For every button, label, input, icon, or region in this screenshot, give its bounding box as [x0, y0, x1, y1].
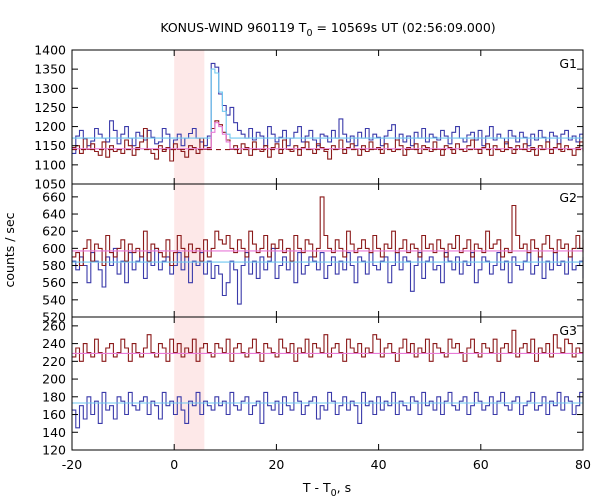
y-tick-label: 1200 — [34, 119, 66, 134]
x-tick-label: -20 — [62, 457, 82, 472]
panel-g3-series-1 — [72, 391, 584, 429]
y-tick-label: 1050 — [34, 177, 66, 192]
panel-g1-frame — [71, 49, 584, 185]
y-tick-label: 560 — [42, 275, 66, 290]
y-tick-label: 1300 — [34, 81, 66, 96]
panel-g3: 120 140 160 180 200 220 240 260 G3 — [42, 316, 584, 458]
title-sub: 0 — [306, 28, 312, 39]
y-tick-label: 620 — [42, 224, 66, 239]
panel-g2-series-0 — [72, 247, 584, 305]
xlabel-sub: 0 — [331, 488, 337, 499]
y-tick-label: 260 — [42, 318, 66, 333]
y-tick-label: 600 — [42, 241, 66, 256]
y-tick-label: 120 — [42, 443, 66, 458]
y-tick-label: 640 — [42, 207, 66, 222]
y-tick-label: 580 — [42, 258, 66, 273]
x-tick-label: 40 — [371, 457, 387, 472]
panel-label: G2 — [559, 190, 577, 205]
panel-label: G1 — [559, 56, 577, 71]
xlabel-rest: , s — [337, 480, 351, 495]
x-tick-label: 0 — [170, 457, 178, 472]
y-tick-label: 1400 — [34, 43, 66, 58]
chart-title: KONUS-WIND 960119 T0 = 10569s UT (02:56:… — [160, 20, 495, 39]
x-tick-label: 60 — [473, 457, 489, 472]
y-axis-label: counts / sec — [2, 212, 17, 287]
y-tick-label: 200 — [42, 372, 66, 387]
x-axis-label: T - T0, s — [302, 480, 351, 499]
y-tick-label: 240 — [42, 336, 66, 351]
panel-g2: 520 540 560 580 600 620 640 660 G2 — [42, 183, 584, 325]
xlabel-main: T - T — [302, 480, 331, 495]
y-tick-label: 1250 — [34, 100, 66, 115]
panel-label: G3 — [559, 323, 577, 338]
y-tick-label: 220 — [42, 354, 66, 369]
panel-g3-frame — [71, 316, 584, 451]
y-tick-label: 1350 — [34, 62, 66, 77]
x-tick-label: 80 — [575, 457, 591, 472]
burst-interval-highlight — [174, 50, 205, 450]
y-tick-label: 1100 — [34, 157, 66, 172]
x-tick-label: 20 — [268, 457, 284, 472]
panel-g1-series-3 — [72, 122, 583, 150]
panel-g1-series-0 — [72, 62, 584, 154]
y-tick-label: 160 — [42, 407, 66, 422]
panel-g1: 1050 1100 1150 1200 1250 1300 1350 1400 G1 — [34, 43, 584, 192]
y-tick-label: 660 — [42, 189, 66, 204]
y-tick-label: 1150 — [34, 138, 66, 153]
y-tick-label: 180 — [42, 389, 66, 404]
y-tick-label: 540 — [42, 292, 66, 307]
y-tick-label: 140 — [42, 425, 66, 440]
y-tick-label: 520 — [42, 310, 66, 325]
panel-g3-series-0 — [72, 329, 584, 362]
panel-g2-series-1 — [72, 196, 584, 267]
title-rest: = 10569s UT (02:56:09.000) — [313, 20, 496, 35]
panel-g1-series-2 — [72, 68, 583, 139]
title-main: KONUS-WIND 960119 T — [160, 20, 306, 35]
plot-panels: 10501100115012001250130013501400G1520540… — [34, 43, 591, 473]
